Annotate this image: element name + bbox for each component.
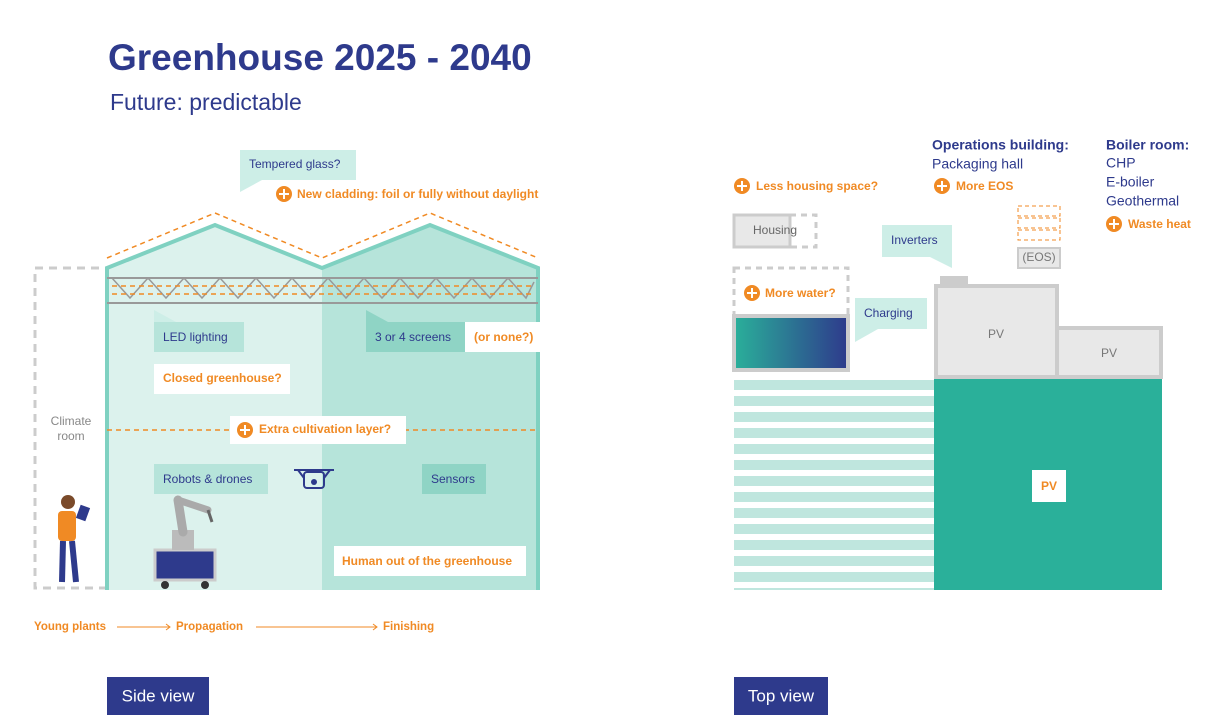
- eos-outline: [1017, 217, 1061, 229]
- callout-box: [154, 322, 244, 352]
- label: 3 or 4 screens: [375, 330, 451, 344]
- plus-icon: [737, 181, 747, 191]
- caption-box: [734, 677, 828, 715]
- stripe: [734, 508, 934, 518]
- drone-icon: [294, 469, 334, 489]
- label: Robots & drones: [163, 472, 252, 486]
- flow-label: Propagation: [176, 621, 243, 633]
- callout-box: [855, 298, 927, 329]
- cladding-line: [106, 212, 539, 259]
- label: (EOS): [1022, 250, 1055, 264]
- label: Geothermal: [1106, 193, 1179, 209]
- callout-tail: [240, 180, 262, 192]
- flow-label: Young plants: [34, 621, 106, 633]
- stripe: [734, 380, 934, 390]
- title: Greenhouse 2025 - 2040: [108, 37, 532, 78]
- callout-box: [366, 322, 465, 352]
- label: E-boiler: [1106, 174, 1155, 190]
- stripe: [734, 444, 934, 454]
- plus-icon: [747, 288, 757, 298]
- label: PV: [1041, 479, 1057, 493]
- callout-box: [240, 150, 356, 180]
- label: Extra cultivation layer?: [259, 422, 391, 436]
- label: More EOS: [956, 179, 1013, 193]
- stripe: [734, 572, 934, 582]
- label: CHP: [1106, 155, 1136, 171]
- eos-box: [1017, 247, 1061, 269]
- callout-tail: [366, 310, 388, 322]
- plus-icon: [937, 181, 947, 191]
- callout-tail: [154, 310, 176, 322]
- plus-icon: [240, 425, 250, 435]
- robot-icon: [153, 495, 217, 589]
- label-box: [1032, 470, 1066, 502]
- label-box: [422, 464, 486, 494]
- flow-arrow: [372, 623, 378, 631]
- label: More water?: [765, 286, 836, 300]
- truss-zigzag: [111, 276, 535, 300]
- building: [1055, 326, 1163, 379]
- stripe: [734, 492, 934, 502]
- stripe: [734, 556, 934, 566]
- label: Inverters: [891, 233, 938, 247]
- top-view: PV PV PV More water? Charging Inverters …: [732, 137, 1191, 715]
- water-extension: [732, 266, 850, 318]
- water-basin: [732, 314, 850, 372]
- label: Waste heat: [1128, 217, 1191, 231]
- label: PV: [1101, 346, 1117, 360]
- label: Sensors: [431, 472, 475, 486]
- roof-unit: [940, 276, 968, 285]
- eos-outline: [1017, 205, 1061, 217]
- label: New cladding: foil or fully without dayl…: [297, 187, 538, 201]
- label: Charging: [864, 306, 913, 320]
- flow-label: Finishing: [383, 621, 434, 633]
- label: Housing: [753, 223, 797, 237]
- stripe: [734, 476, 934, 486]
- plus-icon: [279, 189, 289, 199]
- label-box: [230, 416, 406, 444]
- callout-tail: [930, 257, 952, 268]
- stripe: [734, 412, 934, 422]
- stripe: [734, 396, 934, 406]
- greenhouse-frame: [105, 222, 540, 590]
- label: Tempered glass?: [249, 157, 341, 171]
- label: (or none?): [474, 330, 533, 344]
- subtitle: Future: predictable: [110, 89, 302, 115]
- stripe: [734, 524, 934, 534]
- label-box: [334, 546, 526, 576]
- flow-arrow: [165, 623, 171, 631]
- caption-box: [107, 677, 209, 715]
- label: Closed greenhouse?: [163, 371, 282, 385]
- label: Packaging hall: [932, 156, 1023, 172]
- stripe: [734, 588, 934, 590]
- housing-extension: [790, 213, 818, 249]
- label: room: [57, 429, 84, 443]
- callout-tail: [855, 329, 878, 342]
- person-icon: [58, 495, 91, 583]
- stripe: [734, 460, 934, 470]
- heading: Boiler room:: [1106, 137, 1189, 153]
- stripes: [734, 380, 934, 590]
- label-box: [154, 364, 290, 394]
- stripe: [734, 428, 934, 438]
- stripe: [734, 540, 934, 550]
- eos-outline: [1017, 229, 1061, 241]
- housing: [732, 213, 792, 249]
- callout-box: [882, 225, 952, 257]
- heading: Operations building:: [932, 137, 1069, 153]
- side-view: Tempered glass? New cladding: foil or fu…: [33, 150, 541, 715]
- label: LED lighting: [163, 330, 228, 344]
- label: Less housing space?: [756, 179, 878, 193]
- caption: Top view: [748, 686, 815, 705]
- label-box: [465, 322, 541, 352]
- label-box: [154, 464, 268, 494]
- label: PV: [988, 327, 1004, 341]
- label: Climate: [51, 414, 92, 428]
- plus-icon: [1109, 219, 1119, 229]
- caption: Side view: [122, 686, 195, 705]
- building: [934, 284, 1059, 379]
- label: Human out of the greenhouse: [342, 554, 512, 568]
